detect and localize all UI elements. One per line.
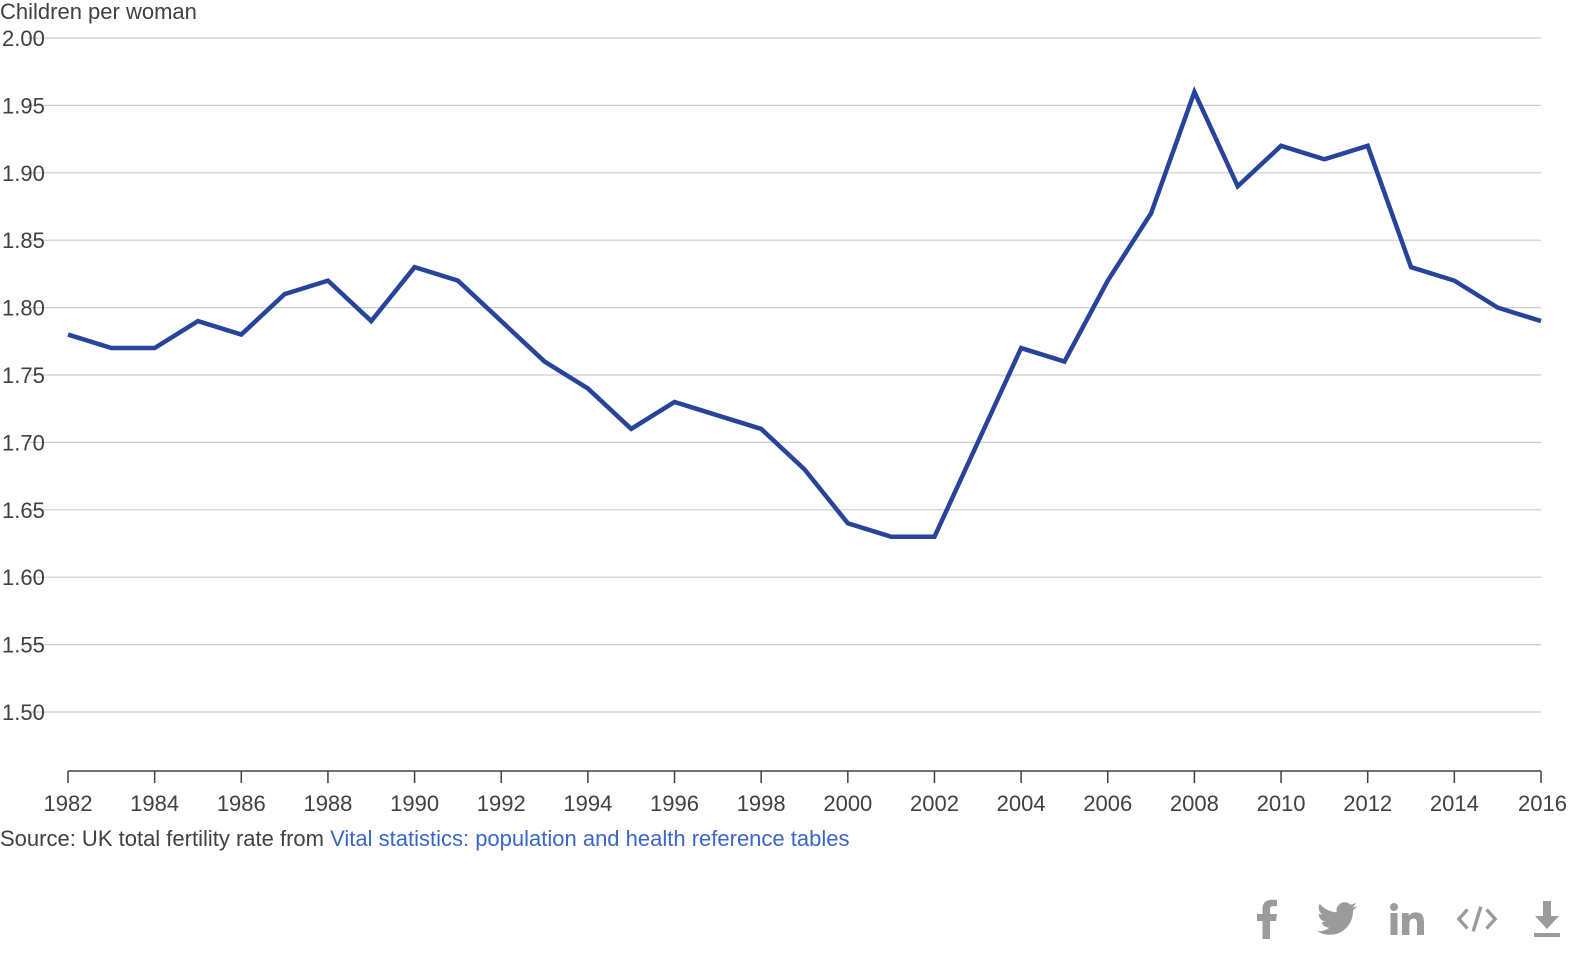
x-tick-label: 2006 xyxy=(1083,791,1132,816)
x-tick-label: 1994 xyxy=(563,791,612,816)
x-tick-label: 2000 xyxy=(823,791,872,816)
y-tick-label: 2.00 xyxy=(2,26,45,51)
data-point[interactable] xyxy=(105,342,117,354)
x-tick-label: 2002 xyxy=(910,791,959,816)
data-point[interactable] xyxy=(1232,180,1244,192)
facebook-icon xyxy=(1257,899,1277,939)
x-tick-label: 1992 xyxy=(477,791,526,816)
data-point[interactable] xyxy=(62,329,74,341)
x-tick-label: 1988 xyxy=(303,791,352,816)
y-tick-label: 1.50 xyxy=(2,700,45,725)
data-point[interactable] xyxy=(669,396,681,408)
data-point[interactable] xyxy=(149,342,161,354)
twitter-share-button[interactable] xyxy=(1316,898,1358,940)
data-point[interactable] xyxy=(539,356,551,368)
data-point[interactable] xyxy=(712,409,724,421)
data-point[interactable] xyxy=(409,261,421,273)
data-point[interactable] xyxy=(1492,302,1504,314)
data-point[interactable] xyxy=(1448,275,1460,287)
source-prefix: Source: UK total fertility rate from xyxy=(0,826,331,851)
data-point[interactable] xyxy=(1535,315,1547,327)
data-point[interactable] xyxy=(928,531,940,543)
source-note: Source: UK total fertility rate from Vit… xyxy=(0,826,849,852)
x-tick-label: 1990 xyxy=(390,791,439,816)
data-point[interactable] xyxy=(1405,261,1417,273)
data-point[interactable] xyxy=(842,517,854,529)
x-tick-label: 1986 xyxy=(217,791,266,816)
data-point[interactable] xyxy=(1275,140,1287,152)
x-tick-label: 2010 xyxy=(1257,791,1306,816)
source-link[interactable]: Vital statistics: population and health … xyxy=(330,826,850,851)
data-point[interactable] xyxy=(192,315,204,327)
x-tick-label: 1998 xyxy=(737,791,786,816)
embed-icon xyxy=(1456,906,1498,932)
data-point[interactable] xyxy=(1188,86,1200,98)
data-point[interactable] xyxy=(365,315,377,327)
data-point[interactable] xyxy=(885,531,897,543)
x-tick-label: 1984 xyxy=(130,791,179,816)
data-point[interactable] xyxy=(582,382,594,394)
download-button[interactable] xyxy=(1526,898,1568,940)
data-point[interactable] xyxy=(235,329,247,341)
y-tick-label: 1.60 xyxy=(2,565,45,590)
x-tick-label: 2004 xyxy=(997,791,1046,816)
y-axis-title: Children per woman xyxy=(0,0,197,24)
data-point[interactable] xyxy=(279,288,291,300)
data-point[interactable] xyxy=(972,436,984,448)
line-chart: 2.00 1.95 1.90 1.85 1.80 1.75 1.70 1.65 1.60 1.55… xyxy=(0,0,1567,816)
gridlines xyxy=(28,37,1541,713)
x-tick-label: 2016 xyxy=(1518,791,1567,816)
data-point[interactable] xyxy=(1102,275,1114,287)
y-tick-label: 1.65 xyxy=(2,498,45,523)
x-axis: 1982 1984 1986 1988 1990 1992 1994 1996 1998 2000… xyxy=(44,770,1567,816)
download-icon xyxy=(1534,901,1560,937)
twitter-icon xyxy=(1317,902,1357,935)
data-point[interactable] xyxy=(799,463,811,475)
x-tick-label: 1982 xyxy=(44,791,93,816)
data-point[interactable] xyxy=(495,315,507,327)
embed-button[interactable] xyxy=(1456,898,1498,940)
data-point[interactable] xyxy=(1362,140,1374,152)
y-tick-label: 1.55 xyxy=(2,633,45,658)
linkedin-share-button[interactable] xyxy=(1386,898,1428,940)
x-tick-label: 2014 xyxy=(1430,791,1479,816)
series-layer xyxy=(62,85,1547,543)
data-point[interactable] xyxy=(1058,356,1070,368)
data-point[interactable] xyxy=(1015,342,1027,354)
data-point[interactable] xyxy=(625,423,637,435)
y-axis: 2.00 1.95 1.90 1.85 1.80 1.75 1.70 1.65 1.60 1.55… xyxy=(2,26,45,725)
linkedin-icon xyxy=(1390,903,1424,935)
x-tick-label: 1996 xyxy=(650,791,699,816)
data-point[interactable] xyxy=(755,423,767,435)
y-tick-label: 1.70 xyxy=(2,430,45,455)
series-line xyxy=(67,85,1542,540)
x-tick-label: 2008 xyxy=(1170,791,1219,816)
data-point[interactable] xyxy=(322,275,334,287)
facebook-share-button[interactable] xyxy=(1246,898,1288,940)
y-tick-label: 1.95 xyxy=(2,93,45,118)
x-tick-label: 2012 xyxy=(1343,791,1392,816)
data-point[interactable] xyxy=(1318,153,1330,165)
data-point[interactable] xyxy=(452,275,464,287)
y-tick-label: 1.85 xyxy=(2,228,45,253)
y-tick-label: 1.90 xyxy=(2,161,45,186)
data-point[interactable] xyxy=(1145,207,1157,219)
y-tick-label: 1.75 xyxy=(2,363,45,388)
y-tick-label: 1.80 xyxy=(2,296,45,321)
share-bar xyxy=(1246,898,1568,940)
